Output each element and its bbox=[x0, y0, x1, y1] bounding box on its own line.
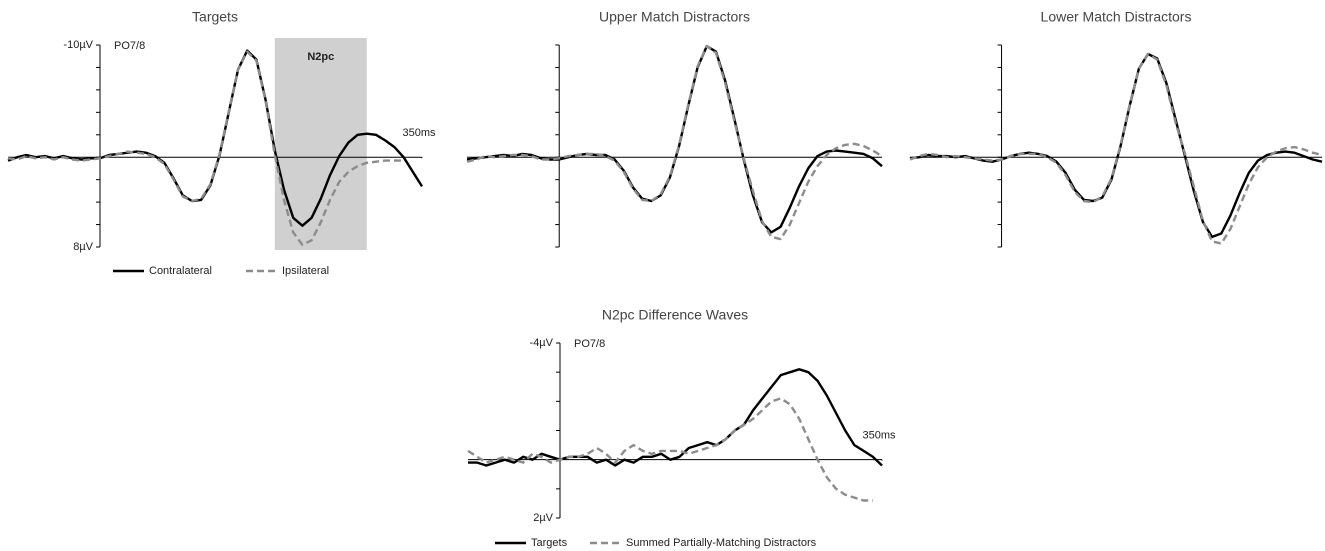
x-tick-label: 350ms bbox=[402, 127, 436, 139]
series-line bbox=[466, 44, 883, 234]
y-tick-label: -10µV bbox=[63, 39, 93, 51]
legend-label: Targets bbox=[531, 537, 568, 549]
legend-label: Contralateral bbox=[149, 265, 212, 277]
chart-title: Targets bbox=[192, 9, 238, 25]
series-line bbox=[909, 52, 1323, 239]
series-line bbox=[909, 52, 1323, 245]
y-tick-label: 8µV bbox=[73, 241, 93, 253]
shade-label: N2pc bbox=[307, 51, 334, 63]
chart-title: Lower Match Distractors bbox=[1041, 9, 1192, 25]
series-line bbox=[7, 50, 404, 246]
series-line bbox=[468, 368, 883, 467]
legend-label: Summed Partially-Matching Distractors bbox=[626, 537, 817, 549]
annotation: PO7/8 bbox=[114, 40, 145, 52]
shaded-window bbox=[274, 38, 367, 250]
y-tick-label: -4µV bbox=[530, 337, 554, 349]
annotation: PO7/8 bbox=[574, 338, 605, 350]
series-line bbox=[466, 44, 883, 241]
y-tick-label: 2µV bbox=[533, 512, 553, 524]
legend-label: Ipsilateral bbox=[282, 265, 329, 277]
chart-title: N2pc Difference Waves bbox=[602, 307, 748, 323]
series-line bbox=[467, 397, 873, 502]
chart-title: Upper Match Distractors bbox=[599, 9, 750, 25]
x-tick-label: 350ms bbox=[862, 430, 896, 442]
